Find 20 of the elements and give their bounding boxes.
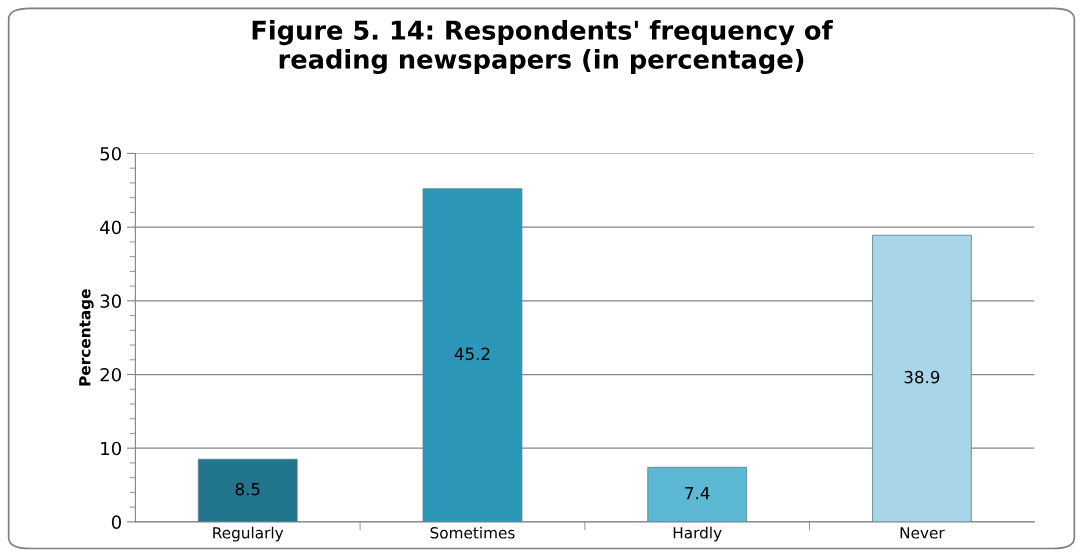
bar (872, 234, 972, 522)
y-tick-label: 40 (100, 220, 121, 235)
x-tick-label: Sometimes (430, 526, 515, 539)
x-tick-label: Hardly (673, 526, 722, 542)
data-label: 45.2 (454, 347, 490, 361)
x-tick-label: Never (900, 527, 945, 539)
y-tick-label: 20 (100, 367, 121, 382)
y-axis-title: Percentage (79, 289, 94, 386)
chart-title: Figure 5. 14: Respondents' frequency of reading newspapers (in percentage) (252, 20, 833, 75)
data-label: 8.5 (235, 482, 260, 496)
data-label: 7.4 (685, 487, 710, 500)
y-tick-label: 50 (100, 146, 121, 161)
x-tick-label: Regularly (213, 526, 284, 542)
bar (197, 458, 298, 522)
data-label: 38.9 (904, 370, 940, 384)
bar (647, 466, 748, 522)
y-tick-label: 10 (101, 441, 121, 456)
bar (422, 188, 523, 522)
y-tick-label: 30 (100, 294, 121, 308)
y-tick-label: 0 (111, 515, 121, 529)
